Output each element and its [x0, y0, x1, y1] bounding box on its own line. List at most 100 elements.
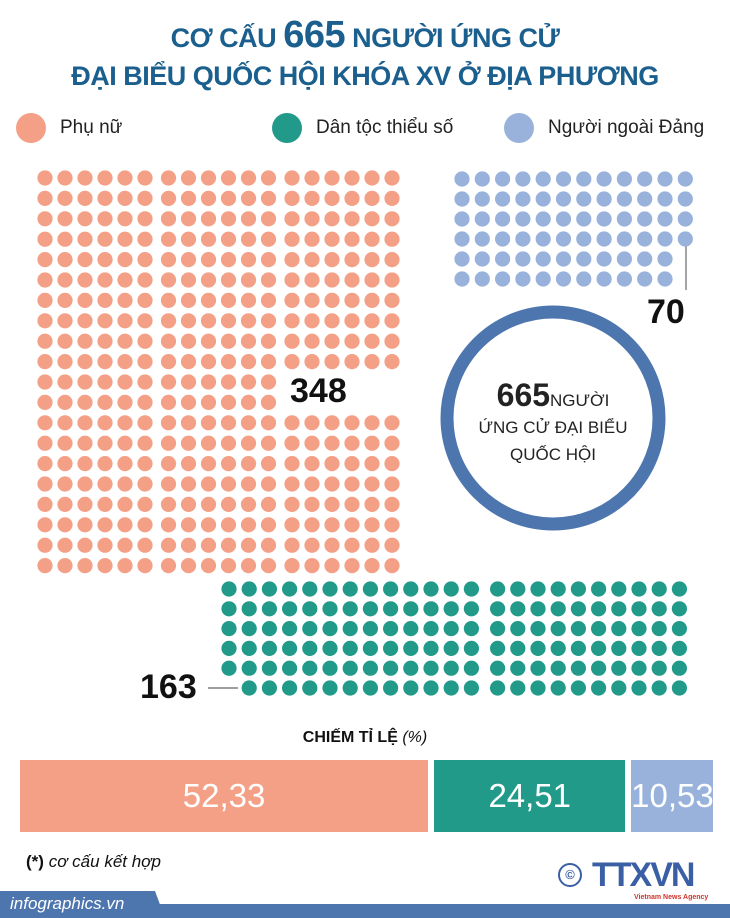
dot-women: [364, 354, 380, 370]
footer-site-link[interactable]: infographics.vn: [10, 894, 125, 913]
dot-non-party: [474, 191, 490, 207]
dot-women: [180, 415, 197, 431]
dot-women: [200, 252, 217, 268]
dot-ethnic-minority: [362, 680, 378, 696]
dot-ethnic-minority: [403, 640, 419, 657]
dot-women: [160, 537, 177, 553]
dot-non-party: [474, 251, 490, 267]
dot-women: [220, 374, 237, 390]
dot-women: [77, 313, 93, 329]
dot-women: [364, 231, 380, 247]
dot-women: [220, 211, 237, 227]
dot-ethnic-minority: [631, 660, 647, 676]
dot-women: [324, 313, 340, 329]
dot-women: [384, 252, 400, 268]
dot-women: [384, 170, 400, 186]
dot-women: [240, 252, 257, 268]
dot-women: [200, 272, 217, 288]
dot-ethnic-minority: [282, 621, 298, 637]
dot-non-party: [657, 231, 673, 247]
dot-ethnic-minority: [651, 640, 667, 657]
dot-women: [117, 354, 133, 370]
dot-women: [240, 394, 257, 410]
dot-ethnic-minority: [490, 621, 506, 637]
dot-women: [97, 231, 113, 247]
dot-ethnic-minority: [261, 601, 277, 617]
dot-women: [344, 231, 360, 247]
dot-ethnic-minority: [383, 581, 399, 597]
dot-women: [284, 476, 300, 492]
dot-ethnic-minority: [490, 601, 506, 617]
dot-women: [137, 333, 153, 349]
dot-women: [57, 537, 73, 553]
dot-ethnic-minority: [423, 640, 439, 657]
dot-ethnic-minority: [671, 581, 688, 597]
dot-non-party: [555, 251, 572, 267]
dot-non-party: [515, 171, 531, 187]
dot-women: [260, 415, 277, 431]
dot-women: [384, 190, 400, 206]
dot-ethnic-minority: [241, 640, 257, 657]
dot-women: [37, 394, 53, 410]
dot-non-party: [596, 171, 612, 187]
dot-women: [284, 517, 300, 533]
dot-women: [220, 313, 237, 329]
dot-women: [117, 292, 133, 308]
dot-women: [304, 292, 320, 308]
dot-women: [364, 435, 380, 451]
dot-ethnic-minority: [611, 680, 627, 696]
dot-ethnic-minority: [443, 601, 459, 617]
ratio-title: CHIẾM TỈ LỆ (%): [0, 728, 730, 748]
dot-women: [324, 476, 340, 492]
dot-women: [97, 476, 113, 492]
dot-women: [240, 354, 257, 370]
dot-women: [364, 190, 380, 206]
dot-ethnic-minority: [651, 621, 667, 637]
dot-ethnic-minority: [463, 581, 479, 597]
dot-women: [344, 456, 360, 472]
dot-women: [384, 537, 400, 553]
dot-ethnic-minority: [651, 660, 667, 676]
dot-women: [240, 456, 257, 472]
dot-women: [304, 435, 320, 451]
dot-women: [117, 394, 133, 410]
dot-ethnic-minority: [611, 660, 627, 676]
dot-women: [324, 252, 340, 268]
dot-women: [260, 170, 277, 186]
dot-ethnic-minority: [383, 680, 399, 696]
dot-women: [384, 354, 400, 370]
dot-women: [160, 252, 177, 268]
dot-non-party: [454, 211, 470, 227]
dot-women: [260, 252, 277, 268]
dot-women: [200, 517, 217, 533]
dot-women: [77, 190, 93, 206]
dot-women: [240, 517, 257, 533]
dot-ethnic-minority: [383, 640, 399, 657]
dot-non-party: [495, 231, 511, 247]
footnote-text: cơ cấu kết hợp: [48, 852, 161, 871]
percent-label: 24,51: [488, 777, 572, 814]
dot-women: [57, 476, 73, 492]
dot-women: [200, 211, 217, 227]
dot-ethnic-minority: [591, 680, 607, 696]
dot-non-party: [495, 271, 511, 287]
dot-women: [260, 435, 277, 451]
percent-label: 52,33: [182, 777, 266, 814]
dot-ethnic-minority: [530, 581, 546, 597]
dot-ethnic-minority: [383, 660, 399, 676]
dot-ethnic-minority: [362, 660, 378, 676]
dot-women: [240, 496, 257, 512]
dot-ethnic-minority: [362, 640, 378, 657]
dot-women: [77, 374, 93, 390]
dot-women: [324, 190, 340, 206]
dot-women: [37, 354, 53, 370]
dot-women: [37, 313, 53, 329]
dot-ethnic-minority: [671, 640, 688, 657]
dot-women: [364, 476, 380, 492]
dot-women: [180, 252, 197, 268]
dot-ethnic-minority: [362, 601, 378, 617]
dot-women: [220, 272, 237, 288]
dot-women: [260, 231, 277, 247]
dot-ethnic-minority: [570, 601, 587, 617]
dot-women: [77, 456, 93, 472]
